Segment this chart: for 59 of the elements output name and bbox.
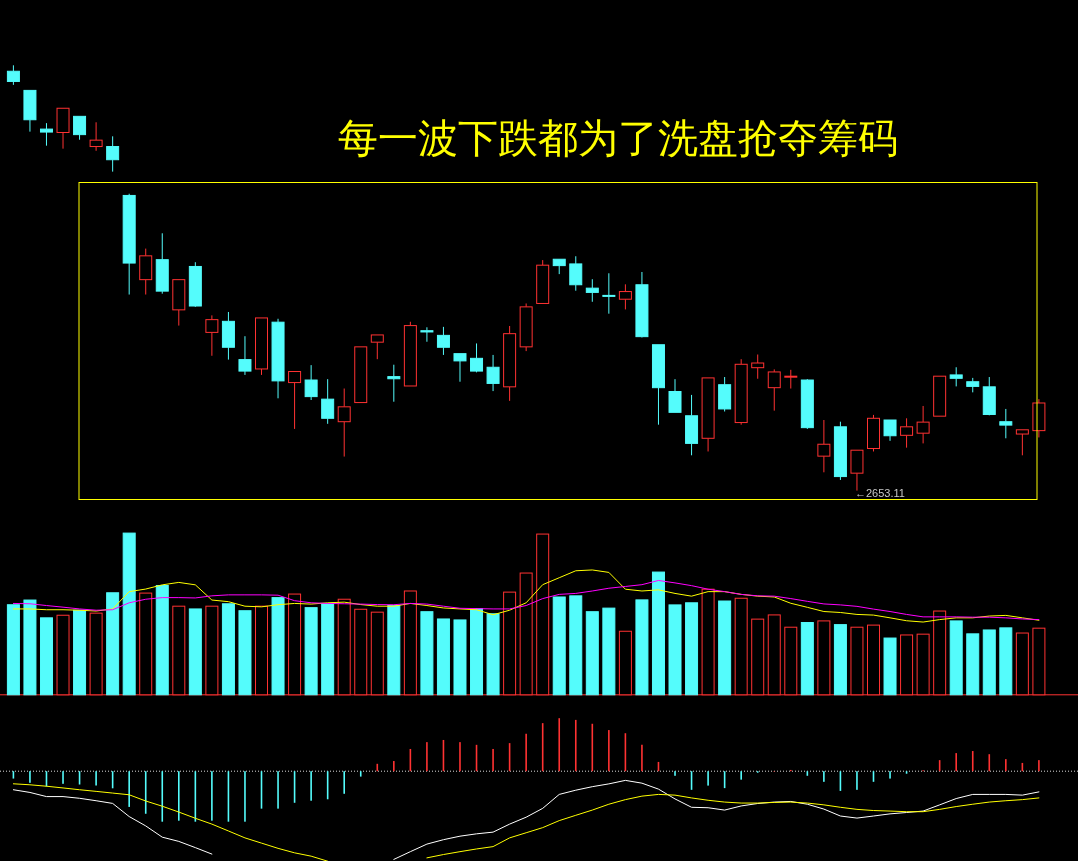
candlestick [999,408,1013,439]
candlestick [618,283,632,310]
bar [387,605,401,696]
bar [470,608,484,696]
candlestick [602,272,616,315]
candlestick [519,302,533,352]
candlestick [784,369,798,390]
candlestick [734,358,748,426]
bar [271,597,285,696]
bar [238,610,252,696]
bar [685,602,699,696]
candlestick [106,135,120,173]
candlestick [271,318,285,399]
bar [6,604,20,696]
bar [651,571,665,696]
bar [122,532,136,696]
bar [453,619,467,696]
bar [106,592,120,696]
bar [321,603,335,696]
candlestick [685,394,699,456]
bar [73,609,87,696]
candlestick [486,354,500,392]
bar [188,608,202,696]
bar [833,624,847,696]
candlestick [304,364,318,401]
bar [221,603,235,696]
bar [304,607,318,696]
candlestick [387,364,401,403]
bar [436,618,450,696]
candlestick [89,121,103,152]
candlestick [6,64,20,86]
bar [486,613,500,696]
candlestick [817,419,831,473]
candlestick [205,314,219,357]
candlestick [238,335,252,376]
text: 每一波下跌都为了洗盘抢夺筹码 [338,116,898,161]
bar [999,627,1013,696]
candlestick [337,388,351,458]
bar [949,620,963,696]
candlestick [585,278,599,303]
bar [552,596,566,696]
bar [966,633,980,696]
bar [883,637,897,696]
bar [982,629,996,696]
bar [155,584,169,696]
bar [602,607,616,696]
candlestick [221,311,235,361]
bar [585,611,599,696]
bar [718,600,732,696]
annotation: ←2653.11 [854,486,905,499]
bar [420,611,434,696]
candlestick [420,326,434,343]
bar [800,622,814,696]
candlestick [916,405,930,444]
bar [635,599,649,696]
bar [569,595,583,696]
bar [23,599,37,696]
bar [39,617,53,696]
bar [668,604,682,696]
